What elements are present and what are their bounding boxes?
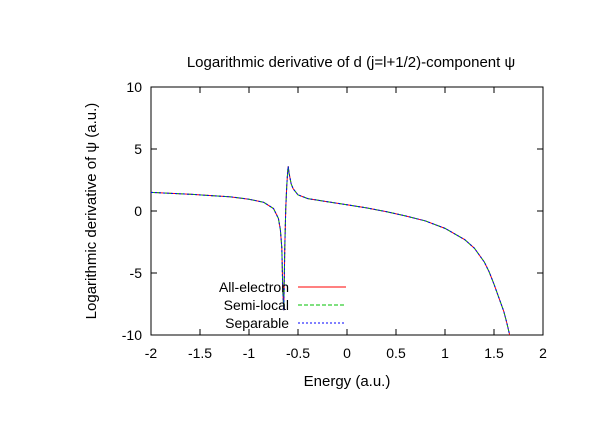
y-tick-label: 0 — [134, 203, 142, 219]
x-tick-label: 0 — [343, 345, 351, 361]
chart-title: Logarithmic derivative of d (j=l+1/2)-co… — [187, 54, 515, 71]
legend-label: All-electron — [219, 279, 289, 295]
series-line-3 — [150, 166, 511, 336]
y-axis-label: Logarithmic derivative of ψ (a.u.) — [83, 103, 100, 320]
x-tick-label: -0.5 — [286, 345, 310, 361]
series-line-1 — [150, 166, 511, 336]
x-tick-label: -1.5 — [188, 345, 212, 361]
x-axis-label: Energy (a.u.) — [304, 373, 391, 390]
y-tick-label: -10 — [122, 327, 142, 343]
x-tick-label: 0.5 — [386, 345, 406, 361]
y-tick-label: 5 — [134, 141, 142, 157]
series-line-2 — [150, 166, 511, 336]
y-tick-label: -5 — [130, 265, 143, 281]
legend-label: Semi-local — [224, 297, 289, 313]
series-lines — [150, 166, 511, 336]
legend: All-electron Semi-local Separable — [219, 279, 346, 331]
plot-frame — [150, 86, 544, 336]
x-tick-label: 2 — [539, 345, 547, 361]
x-tick-label: 1 — [441, 345, 449, 361]
axis-ticks: -2 -1.5 -1 -0.5 0 0.5 1 1.5 2 -10 -5 0 5 10 — [122, 79, 547, 361]
x-tick-label: -2 — [145, 345, 158, 361]
y-tick-label: 10 — [126, 79, 142, 95]
x-tick-label: 1.5 — [484, 345, 504, 361]
x-tick-label: -1 — [243, 345, 256, 361]
legend-label: Separable — [225, 315, 289, 331]
